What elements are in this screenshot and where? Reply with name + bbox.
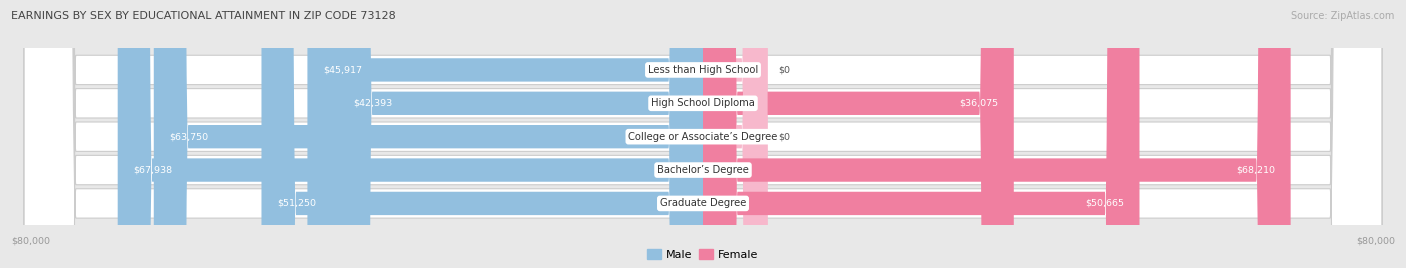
Text: $42,393: $42,393 [353,99,392,108]
FancyBboxPatch shape [24,0,1382,268]
Text: EARNINGS BY SEX BY EDUCATIONAL ATTAINMENT IN ZIP CODE 73128: EARNINGS BY SEX BY EDUCATIONAL ATTAINMEN… [11,11,396,21]
Text: Source: ZipAtlas.com: Source: ZipAtlas.com [1291,11,1395,21]
Text: College or Associate’s Degree: College or Associate’s Degree [628,132,778,142]
FancyBboxPatch shape [24,0,1382,268]
FancyBboxPatch shape [24,0,1382,268]
Text: $0: $0 [778,132,790,141]
Text: High School Diploma: High School Diploma [651,98,755,108]
Text: $67,938: $67,938 [134,166,173,174]
FancyBboxPatch shape [703,0,768,268]
Text: Graduate Degree: Graduate Degree [659,198,747,209]
Text: Less than High School: Less than High School [648,65,758,75]
FancyBboxPatch shape [308,0,703,268]
Text: $36,075: $36,075 [959,99,998,108]
FancyBboxPatch shape [153,0,703,268]
Text: $50,665: $50,665 [1085,199,1123,208]
FancyBboxPatch shape [703,0,768,268]
FancyBboxPatch shape [703,0,1291,268]
FancyBboxPatch shape [337,0,703,268]
Text: $0: $0 [778,65,790,75]
Text: Bachelor’s Degree: Bachelor’s Degree [657,165,749,175]
Legend: Male, Female: Male, Female [647,249,759,260]
Text: $80,000: $80,000 [11,237,51,246]
Text: $63,750: $63,750 [169,132,208,141]
FancyBboxPatch shape [703,0,1014,268]
Text: $51,250: $51,250 [277,199,316,208]
Text: $68,210: $68,210 [1236,166,1275,174]
FancyBboxPatch shape [24,0,1382,268]
FancyBboxPatch shape [262,0,703,268]
FancyBboxPatch shape [118,0,703,268]
Text: $45,917: $45,917 [323,65,361,75]
Text: $80,000: $80,000 [1355,237,1395,246]
FancyBboxPatch shape [24,0,1382,268]
FancyBboxPatch shape [703,0,1139,268]
